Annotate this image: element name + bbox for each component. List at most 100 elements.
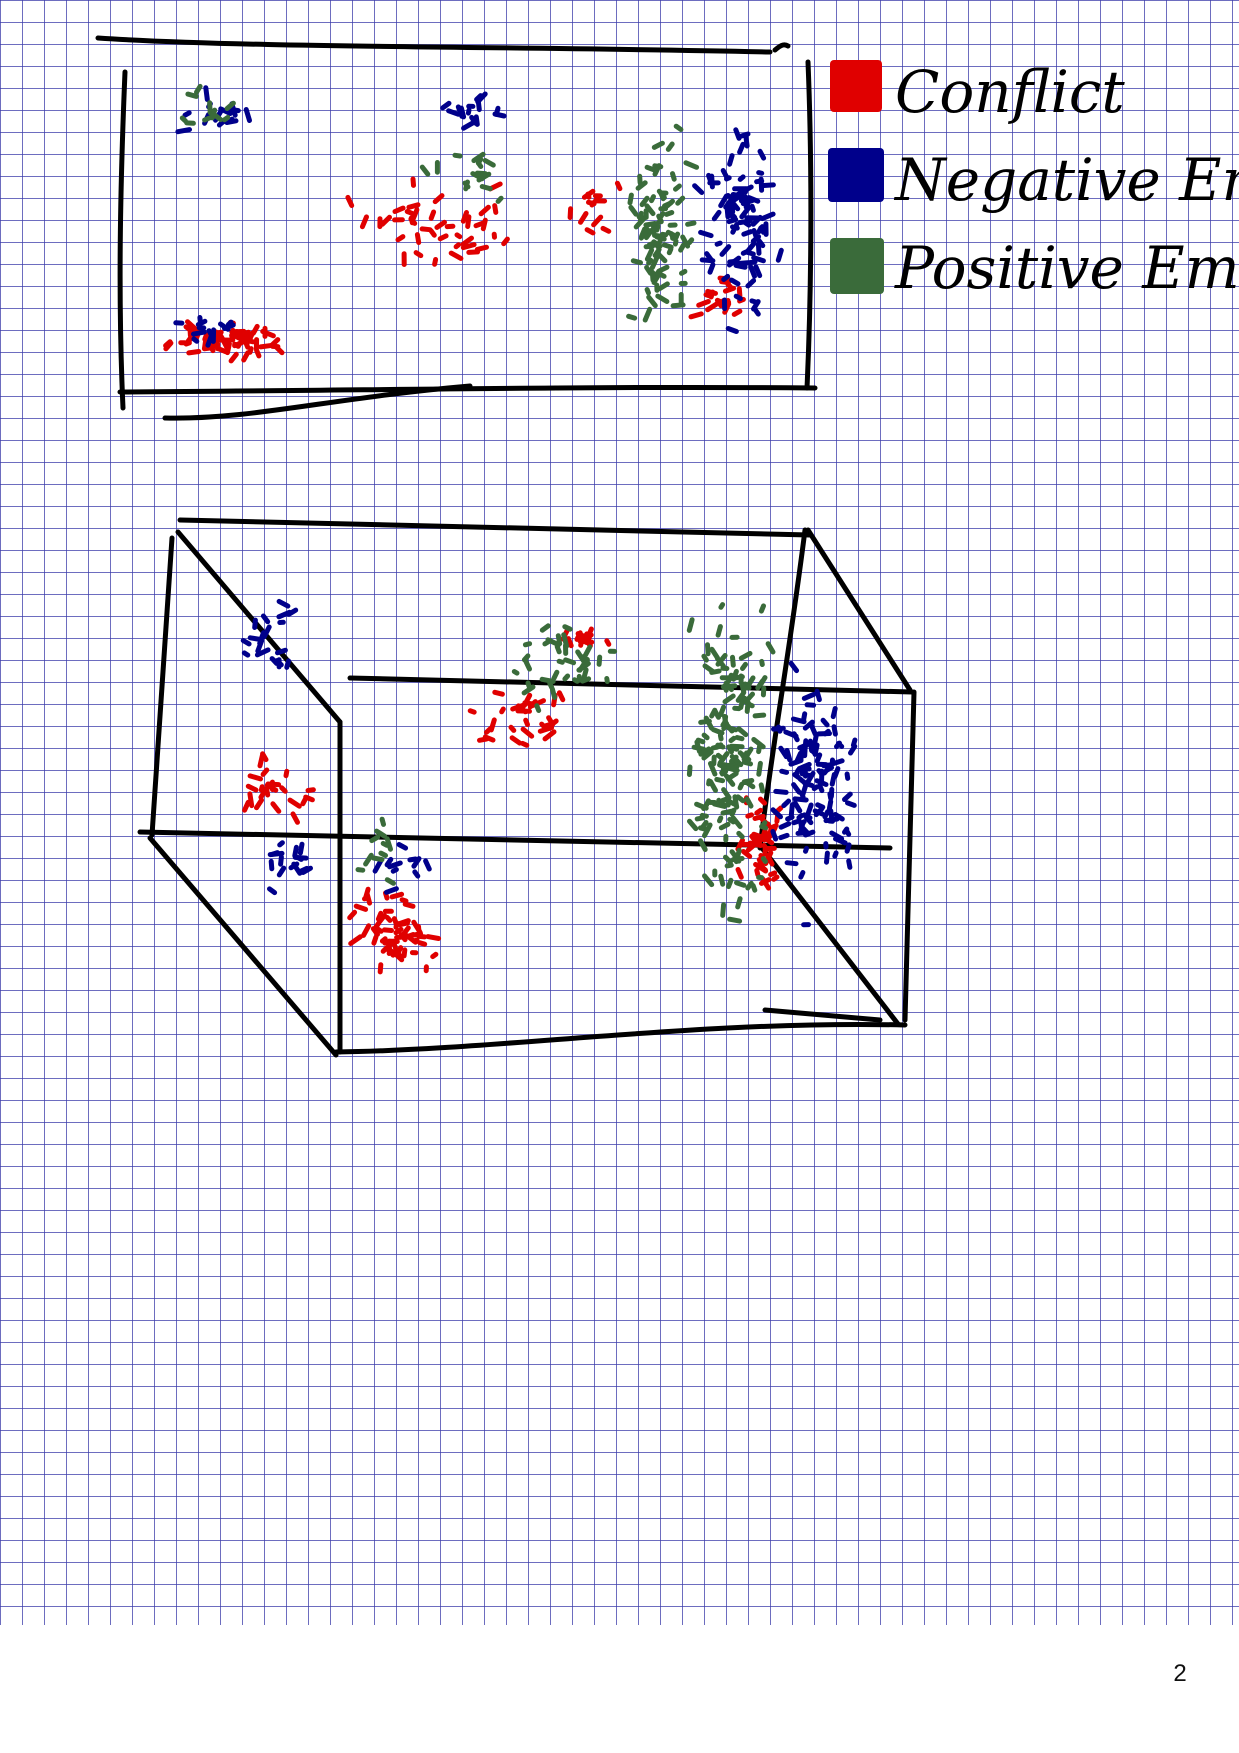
plot-2d-conflict-point (473, 220, 487, 229)
plot-3d-positive-emotion-point (745, 880, 754, 891)
plot-2d-positive-emotion-point (657, 281, 670, 292)
plot-2d-conflict-point (410, 207, 420, 222)
plot-3d-positive-emotion-point (554, 644, 562, 655)
plot-3d-positive-emotion-point (717, 751, 730, 766)
plot-3d-positive-emotion-point (730, 856, 745, 863)
plot-2d-positive-emotion-point (185, 91, 199, 99)
plot-2d-negative-emotion-point (727, 258, 740, 265)
plot-3d-negative-emotion-point (796, 813, 805, 821)
plot-3d-negative-emotion-point (832, 850, 839, 859)
plot-3d-negative-emotion-point (844, 771, 851, 781)
plot-3d-positive-emotion-point (710, 743, 724, 751)
plot-3d-conflict-point (768, 870, 778, 878)
plot-3d-positive-emotion-point (737, 750, 752, 763)
plot-2d-positive-emotion-point (646, 257, 654, 266)
plot-3d-conflict-point (769, 823, 779, 831)
plot-3d-positive-emotion-point (727, 916, 743, 924)
plot-2d-conflict-point (230, 327, 241, 338)
plot-3d-positive-emotion-point (738, 696, 746, 710)
plot-2d-conflict-point (254, 347, 262, 359)
plot-3d-negative-emotion-point (286, 607, 299, 617)
plot-3d-conflict-point (353, 903, 369, 912)
plot-3d-negative-emotion-point (845, 800, 857, 808)
plot-2d-positive-emotion-point (471, 151, 486, 164)
plot-2d-negative-emotion-point (698, 229, 714, 239)
plot-2d-positive-emotion-point (643, 221, 658, 228)
plot-2d-negative-emotion-point (728, 198, 741, 212)
plot-2d-conflict-point (454, 232, 463, 240)
plot-2d-positive-emotion-point (649, 194, 656, 204)
plot-3d-negative-emotion-point (822, 809, 831, 820)
plot-2d-conflict-point (725, 282, 733, 290)
plot-3d-positive-emotion-point (735, 691, 746, 703)
plot-3d-negative-emotion-point (796, 761, 812, 771)
plot-3d-negative-emotion-point (384, 856, 394, 868)
plot-3d-positive-emotion-point (695, 737, 706, 745)
plot-2d-conflict-point (213, 329, 220, 338)
plot-3d-negative-emotion-point (297, 865, 310, 874)
plot-3d-positive-emotion-point (716, 797, 724, 805)
plot-3d-positive-emotion-point (732, 794, 740, 810)
plot-2d-positive-emotion-point (224, 100, 236, 111)
plot-3d-negative-emotion-point (791, 782, 802, 795)
plot-2d-negative-emotion-point (724, 204, 731, 220)
plot-2d-conflict-point (578, 211, 589, 225)
plot-3d-positive-emotion-point (720, 683, 738, 690)
plot-2d-conflict-point (185, 319, 199, 332)
plot-2d-conflict-point (404, 209, 415, 216)
plot-2d-positive-emotion-point (665, 141, 675, 152)
plot-2d-negative-emotion-point (711, 209, 722, 222)
plot-3d-positive-emotion-point (539, 676, 556, 684)
plot-2d-positive-emotion-point (656, 188, 667, 201)
plot-3d-conflict-point (523, 717, 530, 728)
plot-3d-positive-emotion-point (745, 701, 755, 709)
plot-3d-negative-emotion-point (241, 650, 251, 658)
plot-2d-conflict-point (392, 205, 406, 214)
plot-3d-points (240, 598, 858, 975)
plot-3d-positive-emotion-point (724, 862, 734, 869)
plot-2d-negative-emotion-point (751, 255, 766, 264)
plot-2d-conflict-point (591, 214, 604, 228)
plot-3d-negative-emotion-point (779, 768, 790, 775)
plot-3d-conflict-point (556, 690, 566, 703)
plot-2d-positive-emotion-point (452, 152, 463, 159)
plot-2d-conflict-point (258, 342, 275, 350)
plot-3d-negative-emotion-point (797, 748, 805, 759)
plot-2d-negative-emotion-point (749, 203, 756, 213)
plot-3d-conflict-point (373, 925, 384, 934)
plot-3d-conflict-point (747, 840, 764, 848)
plot-3d-positive-emotion-point (708, 779, 718, 793)
plot-3d-conflict-point (492, 689, 505, 697)
plot-3d-negative-emotion-point (803, 829, 816, 838)
plot-3d-positive-emotion-point (562, 624, 573, 632)
plot-3d-conflict-point (761, 827, 768, 837)
plot-2d-conflict-point (428, 228, 437, 238)
plot-3d-positive-emotion-point (735, 794, 746, 804)
legend-label-conflict: Conflict (895, 58, 1125, 126)
plot-3d-negative-emotion-point (829, 830, 845, 842)
plot-2d-conflict-point (722, 285, 737, 294)
plot-3d-positive-emotion-point (708, 761, 718, 777)
page-number: 2 (1173, 1660, 1187, 1687)
plot-3d-positive-emotion-point (726, 877, 734, 890)
plot-3d-negative-emotion-point (814, 688, 822, 703)
plot-3d-positive-emotion-point (363, 852, 374, 867)
plot-3d-positive-emotion-point (709, 668, 722, 675)
plot-3d-positive-emotion-point (735, 896, 743, 910)
plot-2d-positive-emotion-point (680, 234, 691, 249)
plot-2d-conflict-point (696, 299, 711, 308)
plot-3d-positive-emotion-point (752, 712, 767, 719)
plot-2d-conflict-point (241, 350, 251, 363)
plot-3d-negative-emotion-point (846, 858, 853, 870)
plot-3d-negative-emotion-point (387, 860, 403, 870)
plot-2d-positive-emotion-point (642, 306, 653, 323)
plot-3d-negative-emotion-point (292, 844, 299, 859)
plot-3d-conflict-point (467, 708, 477, 715)
plot-2d-conflict-point (708, 289, 716, 300)
plot-3d-positive-emotion-point (717, 732, 724, 742)
plot-2d-conflict-point (448, 250, 464, 261)
plot-3d-positive-emotion-point (722, 693, 736, 705)
plot-2d-positive-emotion-point (194, 83, 203, 95)
plot-3d-negative-emotion-point (802, 780, 815, 788)
